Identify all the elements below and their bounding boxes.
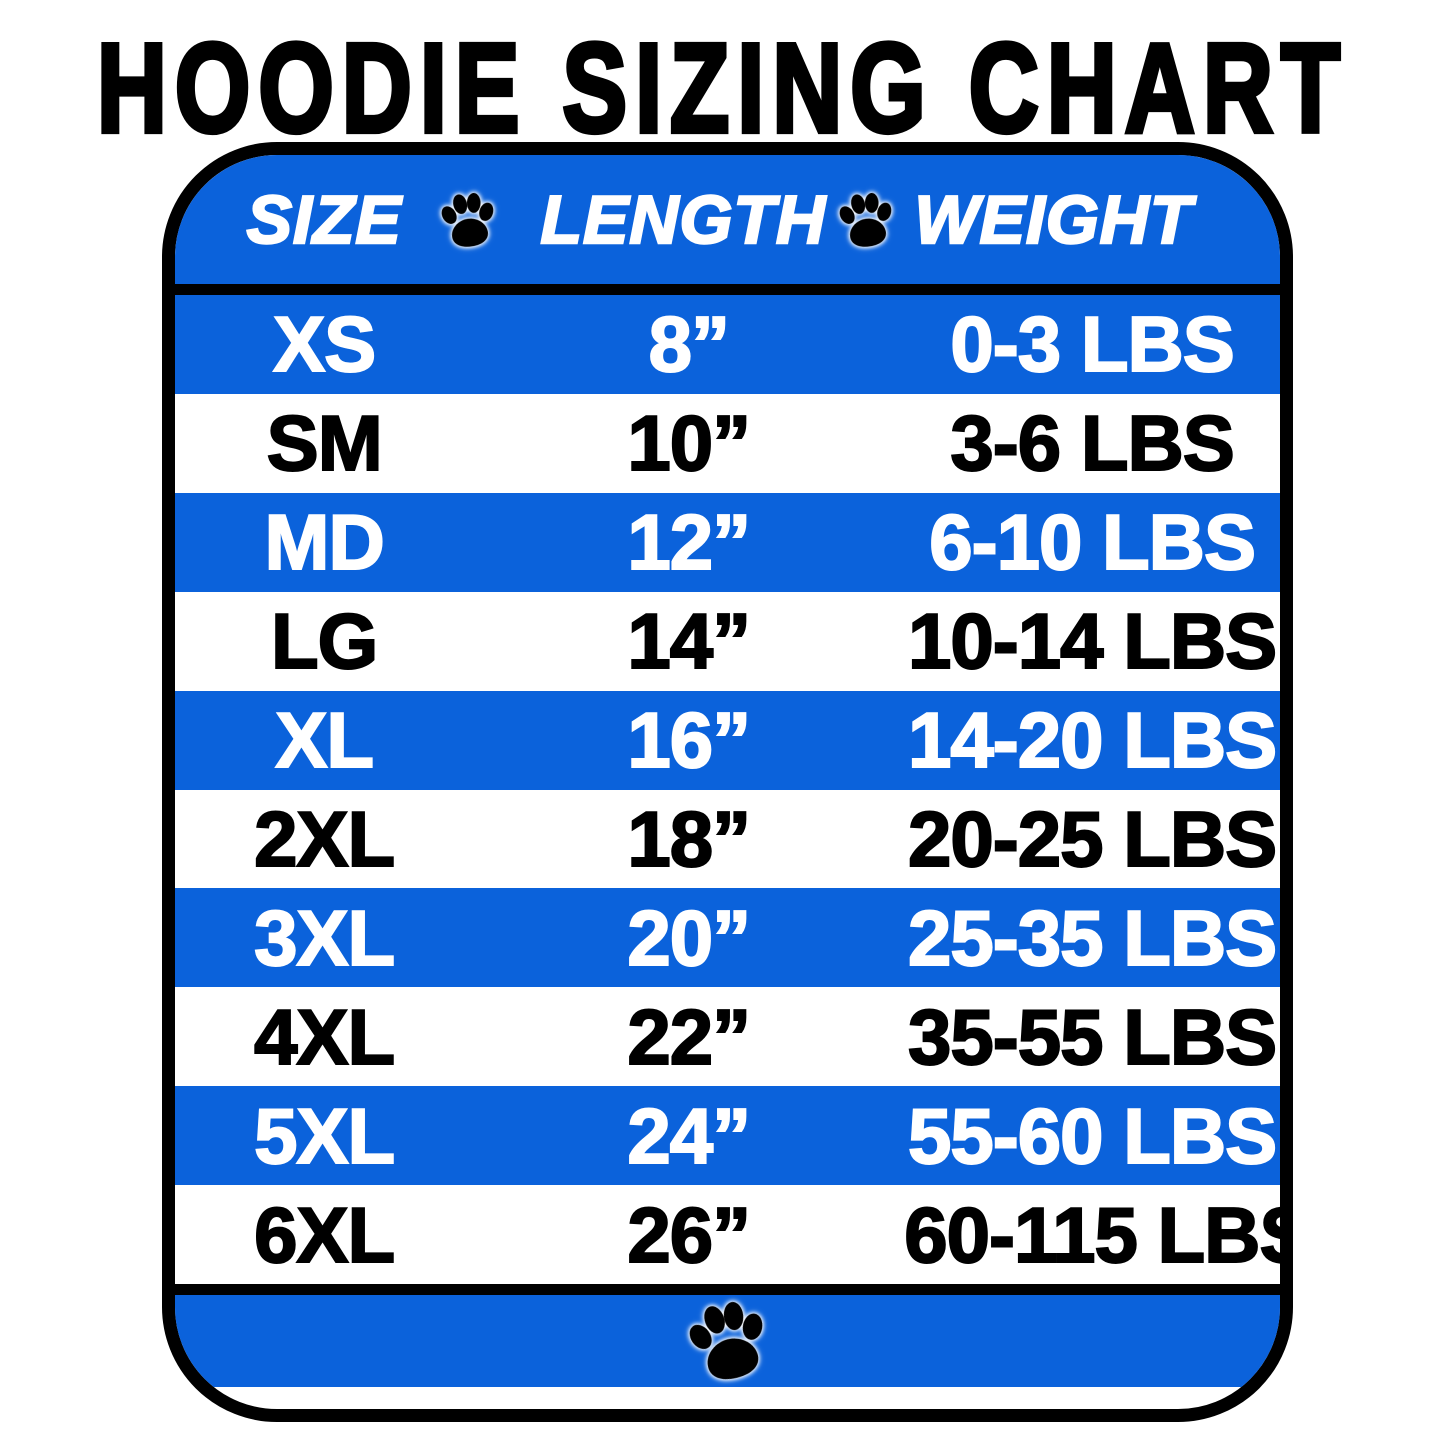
size-cell: XS bbox=[272, 300, 377, 389]
table-row: LG 14” 10-14 LBS bbox=[175, 591, 1280, 691]
weight-cell: 6-10 LBS bbox=[928, 498, 1257, 587]
paw-icon bbox=[674, 1288, 781, 1395]
weight-cell: 0-3 LBS bbox=[949, 300, 1235, 389]
table-row: 3XL 20” 25-35 LBS bbox=[175, 888, 1280, 988]
length-cell: 10” bbox=[626, 399, 752, 488]
weight-cell: 25-35 LBS bbox=[907, 893, 1278, 982]
weight-cell: 55-60 LBS bbox=[907, 1091, 1278, 1180]
column-header-size: SIZE bbox=[245, 180, 402, 259]
page-title: HOODIE SIZING CHART bbox=[95, 15, 1349, 162]
table-row: 5XL 24” 55-60 LBS bbox=[175, 1086, 1280, 1186]
length-cell: 14” bbox=[626, 597, 752, 686]
size-table-body: XS 8” 0-3 LBS SM 10” 3-6 LBS MD 12” 6-10… bbox=[175, 295, 1293, 1285]
length-cell: 8” bbox=[648, 300, 731, 389]
size-cell: 3XL bbox=[253, 893, 396, 982]
weight-cell: 60-115 LBS bbox=[903, 1190, 1293, 1279]
length-cell: 24” bbox=[626, 1091, 752, 1180]
table-row: 6XL 26” 60-115 LBS bbox=[175, 1185, 1293, 1285]
weight-cell: 20-25 LBS bbox=[907, 794, 1278, 883]
table-header-row: SIZE LENGTH WEIGHT bbox=[175, 155, 1280, 295]
length-cell: 26” bbox=[626, 1190, 752, 1279]
table-row: 4XL 22” 35-55 LBS bbox=[175, 987, 1280, 1087]
size-cell: 4XL bbox=[253, 992, 396, 1081]
weight-cell: 3-6 LBS bbox=[949, 399, 1235, 488]
size-cell: SM bbox=[266, 399, 384, 488]
table-footer bbox=[175, 1284, 1280, 1388]
weight-cell: 10-14 LBS bbox=[907, 597, 1278, 686]
table-row: MD 12” 6-10 LBS bbox=[175, 492, 1280, 592]
length-cell: 16” bbox=[626, 696, 752, 785]
sizing-chart-card: SIZE LENGTH WEIGHT XS 8” 0-3 LBS SM 10” … bbox=[162, 142, 1293, 1422]
size-cell: 2XL bbox=[253, 794, 396, 883]
table-row: XS 8” 0-3 LBS bbox=[175, 295, 1280, 394]
table-row: 2XL 18” 20-25 LBS bbox=[175, 789, 1280, 889]
size-cell: MD bbox=[264, 498, 386, 587]
weight-cell: 35-55 LBS bbox=[907, 992, 1278, 1081]
size-cell: 6XL bbox=[253, 1190, 396, 1279]
table-row: XL 16” 14-20 LBS bbox=[175, 690, 1280, 790]
size-cell: 5XL bbox=[253, 1091, 396, 1180]
length-cell: 20” bbox=[626, 893, 752, 982]
column-header-length: LENGTH bbox=[539, 180, 827, 259]
length-cell: 18” bbox=[626, 794, 752, 883]
length-cell: 22” bbox=[626, 992, 752, 1081]
weight-cell: 14-20 LBS bbox=[907, 696, 1278, 785]
table-row: SM 10” 3-6 LBS bbox=[175, 393, 1280, 493]
length-cell: 12” bbox=[626, 498, 752, 587]
size-cell: LG bbox=[270, 597, 379, 686]
paw-icon bbox=[433, 184, 503, 254]
size-cell: XL bbox=[274, 696, 375, 785]
paw-icon bbox=[831, 184, 901, 254]
column-header-weight: WEIGHT bbox=[913, 180, 1193, 259]
